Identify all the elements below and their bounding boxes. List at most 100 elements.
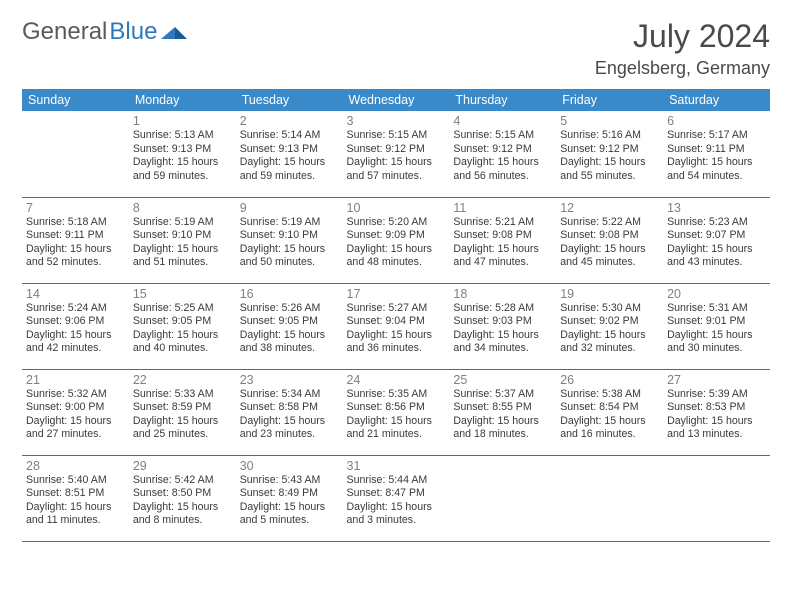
- calendar-day-cell: 7Sunrise: 5:18 AMSunset: 9:11 PMDaylight…: [22, 197, 129, 283]
- day-number: 29: [133, 459, 232, 473]
- day-details: Sunrise: 5:43 AMSunset: 8:49 PMDaylight:…: [240, 474, 339, 528]
- day-details: Sunrise: 5:44 AMSunset: 8:47 PMDaylight:…: [347, 474, 446, 528]
- weekday-header: Monday: [129, 89, 236, 111]
- day-number: 27: [667, 373, 766, 387]
- calendar-week-row: 28Sunrise: 5:40 AMSunset: 8:51 PMDayligh…: [22, 455, 770, 541]
- calendar-table: SundayMondayTuesdayWednesdayThursdayFrid…: [22, 89, 770, 542]
- day-details: Sunrise: 5:20 AMSunset: 9:09 PMDaylight:…: [347, 216, 446, 270]
- day-number: 14: [26, 287, 125, 301]
- day-number: 6: [667, 114, 766, 128]
- calendar-day-cell: 6Sunrise: 5:17 AMSunset: 9:11 PMDaylight…: [663, 111, 770, 197]
- logo-text-blue: Blue: [109, 18, 157, 46]
- day-number: 2: [240, 114, 339, 128]
- calendar-day-cell: 15Sunrise: 5:25 AMSunset: 9:05 PMDayligh…: [129, 283, 236, 369]
- day-number: 7: [26, 201, 125, 215]
- calendar-day-cell: 26Sunrise: 5:38 AMSunset: 8:54 PMDayligh…: [556, 369, 663, 455]
- weekday-header: Saturday: [663, 89, 770, 111]
- day-number: 4: [453, 114, 552, 128]
- calendar-day-cell: [556, 455, 663, 541]
- calendar-day-cell: 23Sunrise: 5:34 AMSunset: 8:58 PMDayligh…: [236, 369, 343, 455]
- day-details: Sunrise: 5:16 AMSunset: 9:12 PMDaylight:…: [560, 129, 659, 183]
- day-details: Sunrise: 5:13 AMSunset: 9:13 PMDaylight:…: [133, 129, 232, 183]
- calendar-day-cell: 30Sunrise: 5:43 AMSunset: 8:49 PMDayligh…: [236, 455, 343, 541]
- day-details: Sunrise: 5:27 AMSunset: 9:04 PMDaylight:…: [347, 302, 446, 356]
- day-details: Sunrise: 5:40 AMSunset: 8:51 PMDaylight:…: [26, 474, 125, 528]
- day-number: 31: [347, 459, 446, 473]
- calendar-day-cell: 2Sunrise: 5:14 AMSunset: 9:13 PMDaylight…: [236, 111, 343, 197]
- day-details: Sunrise: 5:15 AMSunset: 9:12 PMDaylight:…: [453, 129, 552, 183]
- day-details: Sunrise: 5:33 AMSunset: 8:59 PMDaylight:…: [133, 388, 232, 442]
- month-title: July 2024: [595, 18, 770, 55]
- weekday-header: Friday: [556, 89, 663, 111]
- day-details: Sunrise: 5:18 AMSunset: 9:11 PMDaylight:…: [26, 216, 125, 270]
- day-number: 10: [347, 201, 446, 215]
- calendar-day-cell: 16Sunrise: 5:26 AMSunset: 9:05 PMDayligh…: [236, 283, 343, 369]
- day-number: 15: [133, 287, 232, 301]
- day-details: Sunrise: 5:19 AMSunset: 9:10 PMDaylight:…: [240, 216, 339, 270]
- calendar-day-cell: 1Sunrise: 5:13 AMSunset: 9:13 PMDaylight…: [129, 111, 236, 197]
- day-number: 28: [26, 459, 125, 473]
- day-details: Sunrise: 5:32 AMSunset: 9:00 PMDaylight:…: [26, 388, 125, 442]
- calendar-day-cell: 9Sunrise: 5:19 AMSunset: 9:10 PMDaylight…: [236, 197, 343, 283]
- day-number: 13: [667, 201, 766, 215]
- day-number: 8: [133, 201, 232, 215]
- weekday-header: Wednesday: [343, 89, 450, 111]
- day-details: Sunrise: 5:24 AMSunset: 9:06 PMDaylight:…: [26, 302, 125, 356]
- calendar-day-cell: 28Sunrise: 5:40 AMSunset: 8:51 PMDayligh…: [22, 455, 129, 541]
- calendar-day-cell: 11Sunrise: 5:21 AMSunset: 9:08 PMDayligh…: [449, 197, 556, 283]
- day-number: 5: [560, 114, 659, 128]
- weekday-header: Thursday: [449, 89, 556, 111]
- calendar-week-row: 7Sunrise: 5:18 AMSunset: 9:11 PMDaylight…: [22, 197, 770, 283]
- calendar-day-cell: 3Sunrise: 5:15 AMSunset: 9:12 PMDaylight…: [343, 111, 450, 197]
- day-details: Sunrise: 5:30 AMSunset: 9:02 PMDaylight:…: [560, 302, 659, 356]
- day-details: Sunrise: 5:14 AMSunset: 9:13 PMDaylight:…: [240, 129, 339, 183]
- day-number: 21: [26, 373, 125, 387]
- calendar-day-cell: 17Sunrise: 5:27 AMSunset: 9:04 PMDayligh…: [343, 283, 450, 369]
- day-number: 20: [667, 287, 766, 301]
- calendar-day-cell: 21Sunrise: 5:32 AMSunset: 9:00 PMDayligh…: [22, 369, 129, 455]
- calendar-day-cell: 31Sunrise: 5:44 AMSunset: 8:47 PMDayligh…: [343, 455, 450, 541]
- day-details: Sunrise: 5:25 AMSunset: 9:05 PMDaylight:…: [133, 302, 232, 356]
- calendar-day-cell: [22, 111, 129, 197]
- calendar-day-cell: 5Sunrise: 5:16 AMSunset: 9:12 PMDaylight…: [556, 111, 663, 197]
- day-details: Sunrise: 5:23 AMSunset: 9:07 PMDaylight:…: [667, 216, 766, 270]
- title-block: July 2024 Engelsberg, Germany: [595, 18, 770, 79]
- day-details: Sunrise: 5:34 AMSunset: 8:58 PMDaylight:…: [240, 388, 339, 442]
- calendar-day-cell: 29Sunrise: 5:42 AMSunset: 8:50 PMDayligh…: [129, 455, 236, 541]
- calendar-day-cell: 4Sunrise: 5:15 AMSunset: 9:12 PMDaylight…: [449, 111, 556, 197]
- weekday-header: Sunday: [22, 89, 129, 111]
- day-number: 16: [240, 287, 339, 301]
- calendar-day-cell: 19Sunrise: 5:30 AMSunset: 9:02 PMDayligh…: [556, 283, 663, 369]
- calendar-week-row: 21Sunrise: 5:32 AMSunset: 9:00 PMDayligh…: [22, 369, 770, 455]
- day-details: Sunrise: 5:19 AMSunset: 9:10 PMDaylight:…: [133, 216, 232, 270]
- day-details: Sunrise: 5:38 AMSunset: 8:54 PMDaylight:…: [560, 388, 659, 442]
- day-details: Sunrise: 5:35 AMSunset: 8:56 PMDaylight:…: [347, 388, 446, 442]
- calendar-day-cell: 13Sunrise: 5:23 AMSunset: 9:07 PMDayligh…: [663, 197, 770, 283]
- day-details: Sunrise: 5:28 AMSunset: 9:03 PMDaylight:…: [453, 302, 552, 356]
- calendar-day-cell: 8Sunrise: 5:19 AMSunset: 9:10 PMDaylight…: [129, 197, 236, 283]
- day-details: Sunrise: 5:42 AMSunset: 8:50 PMDaylight:…: [133, 474, 232, 528]
- day-details: Sunrise: 5:21 AMSunset: 9:08 PMDaylight:…: [453, 216, 552, 270]
- weekday-header: Tuesday: [236, 89, 343, 111]
- weekday-header-row: SundayMondayTuesdayWednesdayThursdayFrid…: [22, 89, 770, 111]
- logo: GeneralBlue: [22, 18, 187, 46]
- day-details: Sunrise: 5:15 AMSunset: 9:12 PMDaylight:…: [347, 129, 446, 183]
- day-details: Sunrise: 5:37 AMSunset: 8:55 PMDaylight:…: [453, 388, 552, 442]
- day-number: 12: [560, 201, 659, 215]
- day-number: 18: [453, 287, 552, 301]
- header: GeneralBlue July 2024 Engelsberg, German…: [22, 18, 770, 79]
- day-number: 11: [453, 201, 552, 215]
- calendar-day-cell: 22Sunrise: 5:33 AMSunset: 8:59 PMDayligh…: [129, 369, 236, 455]
- day-number: 1: [133, 114, 232, 128]
- calendar-week-row: 14Sunrise: 5:24 AMSunset: 9:06 PMDayligh…: [22, 283, 770, 369]
- calendar-day-cell: 27Sunrise: 5:39 AMSunset: 8:53 PMDayligh…: [663, 369, 770, 455]
- calendar-day-cell: 24Sunrise: 5:35 AMSunset: 8:56 PMDayligh…: [343, 369, 450, 455]
- day-number: 3: [347, 114, 446, 128]
- day-details: Sunrise: 5:39 AMSunset: 8:53 PMDaylight:…: [667, 388, 766, 442]
- day-number: 19: [560, 287, 659, 301]
- calendar-day-cell: 20Sunrise: 5:31 AMSunset: 9:01 PMDayligh…: [663, 283, 770, 369]
- calendar-day-cell: [449, 455, 556, 541]
- day-number: 25: [453, 373, 552, 387]
- calendar-day-cell: 14Sunrise: 5:24 AMSunset: 9:06 PMDayligh…: [22, 283, 129, 369]
- calendar-body: 1Sunrise: 5:13 AMSunset: 9:13 PMDaylight…: [22, 111, 770, 541]
